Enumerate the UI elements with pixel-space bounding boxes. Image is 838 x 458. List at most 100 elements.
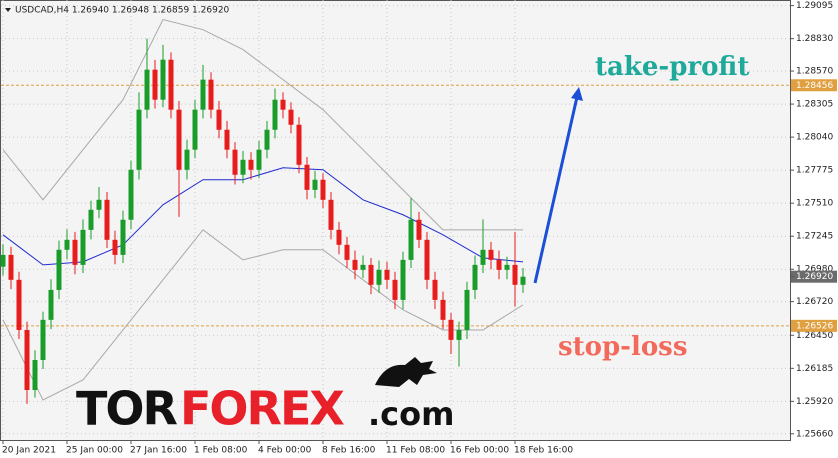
level-price: 1.28456 xyxy=(796,81,833,91)
candle-body xyxy=(232,149,238,175)
lower-band xyxy=(2,229,524,401)
y-tick-label: 1.27510 xyxy=(796,199,833,209)
candle-body xyxy=(88,209,94,230)
candle-body xyxy=(208,79,214,110)
y-tick-label: 1.28830 xyxy=(796,34,833,44)
last-price-box xyxy=(791,270,837,283)
candle-body xyxy=(392,279,398,300)
candle-body xyxy=(424,239,430,280)
candle-body xyxy=(456,329,462,340)
y-tick-label: 1.26980 xyxy=(796,265,833,275)
candle-body xyxy=(64,239,70,250)
candle-body xyxy=(104,199,110,240)
x-tick-label: 11 Feb 08:00 xyxy=(386,446,445,456)
logo: TOR FOREX .com xyxy=(76,357,454,436)
y-tick-label: 1.26450 xyxy=(796,331,833,341)
candle-body xyxy=(136,109,142,170)
candle-body xyxy=(72,239,78,265)
candle-body xyxy=(120,219,126,255)
candle-body xyxy=(416,219,422,240)
menu-icon xyxy=(5,8,11,12)
x-tick-label: 4 Feb 00:00 xyxy=(258,446,312,456)
y-tick-label: 1.26720 xyxy=(796,297,833,307)
candle-body xyxy=(80,229,86,265)
x-tick-label: 18 Feb 16:00 xyxy=(514,446,573,456)
y-tick-label: 1.26185 xyxy=(796,364,833,374)
candle-body xyxy=(144,69,150,110)
candle-body xyxy=(408,219,414,260)
candle-body xyxy=(464,289,470,330)
candle-body xyxy=(472,264,478,290)
y-tick-label: 1.27775 xyxy=(796,166,833,176)
candle-body xyxy=(352,259,358,270)
candle-body xyxy=(16,279,22,330)
moving-average xyxy=(2,167,524,266)
level-price-box xyxy=(791,319,837,332)
arrow-head xyxy=(571,87,583,101)
candle-body xyxy=(184,149,190,170)
candle-body xyxy=(304,164,310,190)
candle-body xyxy=(112,239,118,255)
candle-body xyxy=(288,109,294,125)
y-tick-label: 1.29095 xyxy=(796,1,833,11)
x-tick-label: 27 Jan 16:00 xyxy=(130,446,187,456)
candle-body xyxy=(272,99,278,130)
x-tick-label: 25 Jan 00:00 xyxy=(66,446,123,456)
candle-body xyxy=(264,129,270,150)
candle-body xyxy=(400,259,406,300)
candle-body xyxy=(32,359,38,391)
candle-body xyxy=(512,264,518,285)
candle-body xyxy=(248,159,254,170)
candle-body xyxy=(480,249,486,265)
candle-body xyxy=(160,59,166,100)
candle-body xyxy=(96,199,102,210)
candle-body xyxy=(168,59,174,110)
candle-body xyxy=(312,179,318,190)
arrow xyxy=(533,96,579,284)
candle-body xyxy=(320,179,326,200)
candle-body xyxy=(240,159,246,175)
candle-body xyxy=(336,229,342,245)
candle-body xyxy=(40,319,46,360)
candle-body xyxy=(48,289,54,320)
y-tick-label: 1.28570 xyxy=(796,67,833,77)
candle-body xyxy=(384,269,390,280)
logo-part: FOREX xyxy=(180,382,344,436)
candle-body xyxy=(296,124,302,165)
x-tick-label: 8 Feb 16:00 xyxy=(322,446,376,456)
candle-body xyxy=(200,79,206,110)
y-tick-label: 1.28040 xyxy=(796,133,833,143)
x-tick-label: 16 Feb 00:00 xyxy=(450,446,509,456)
candle-body xyxy=(440,299,446,320)
logo-part: .com xyxy=(368,395,454,433)
level-name: take-profit xyxy=(595,52,749,82)
level-name: stop-loss xyxy=(558,332,687,362)
upper-band xyxy=(2,18,523,231)
candle-body xyxy=(344,244,350,260)
candle-body xyxy=(520,276,526,285)
candle-body xyxy=(280,99,286,110)
candle-body xyxy=(152,69,158,100)
logo-bull xyxy=(375,357,437,387)
candle-body xyxy=(128,169,134,220)
y-tick-label: 1.25920 xyxy=(796,397,833,407)
level-price-box xyxy=(791,79,837,92)
candle-body xyxy=(224,129,230,150)
candle-body xyxy=(216,109,222,130)
candle-body xyxy=(192,109,198,150)
chart-title: USDCAD,H4 1.26940 1.26948 1.26859 1.2692… xyxy=(15,6,230,16)
candle-body xyxy=(504,264,510,270)
y-tick-label: 1.25660 xyxy=(796,429,833,439)
y-tick-label: 1.27245 xyxy=(796,232,833,242)
candle-body xyxy=(176,109,182,170)
candle-body xyxy=(432,279,438,300)
candle-body xyxy=(328,199,334,230)
y-tick-label: 1.28305 xyxy=(796,100,833,110)
x-tick-label: 1 Feb 08:00 xyxy=(194,446,248,456)
candle-body xyxy=(56,249,62,290)
last-price: 1.26920 xyxy=(796,272,833,282)
candle-body xyxy=(0,254,6,267)
logo-part: TOR xyxy=(76,382,177,436)
candle-body xyxy=(448,319,454,340)
